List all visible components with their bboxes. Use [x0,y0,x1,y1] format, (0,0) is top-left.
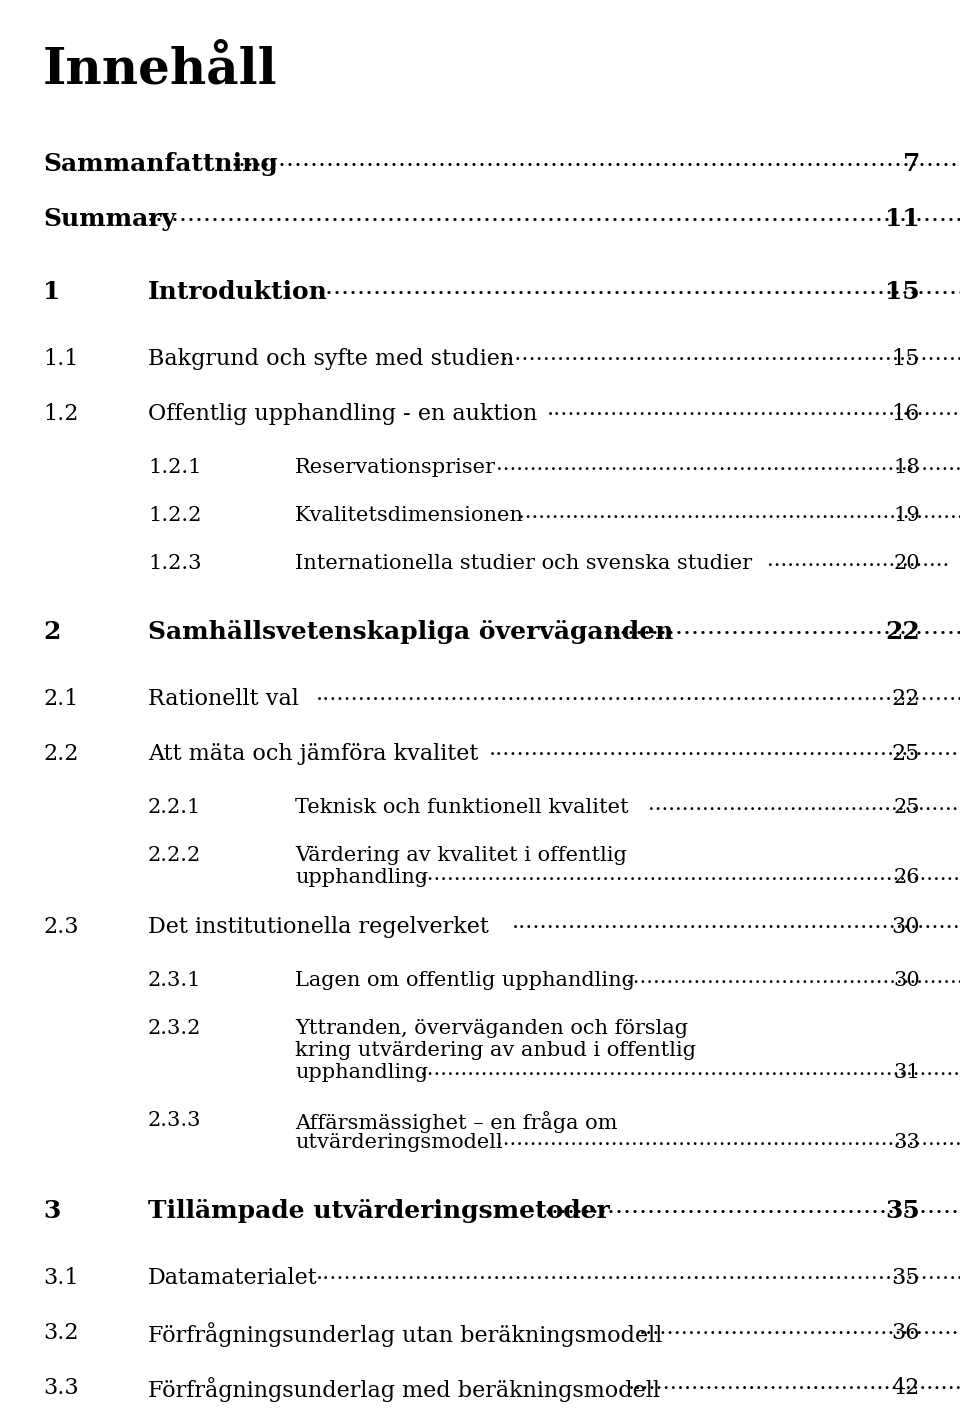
Text: ................................................................................: ........................................… [501,343,960,366]
Text: 7: 7 [902,152,920,176]
Text: Offentlig upphandling - en auktion: Offentlig upphandling - en auktion [148,403,538,425]
Text: ................................................................................: ........................................… [420,865,960,883]
Text: 26: 26 [894,868,920,888]
Text: 1.2: 1.2 [43,403,79,425]
Text: 2.3.1: 2.3.1 [148,971,202,990]
Text: 16: 16 [892,403,920,425]
Text: Värdering av kvalitet i offentlig: Värdering av kvalitet i offentlig [295,847,627,865]
Text: 1.2.3: 1.2.3 [148,554,202,573]
Text: Förfrågningsunderlag utan beräkningsmodell: Förfrågningsunderlag utan beräkningsmode… [148,1322,662,1347]
Text: 35: 35 [892,1268,920,1289]
Text: 33: 33 [893,1133,920,1151]
Text: 25: 25 [894,798,920,817]
Text: upphandling: upphandling [295,868,428,888]
Text: 1: 1 [43,279,60,303]
Text: 3.2: 3.2 [43,1322,79,1344]
Text: .....................................................: ........................................… [648,794,960,814]
Text: Innehåll: Innehåll [43,45,277,94]
Text: .........................................................: ........................................… [628,1373,960,1394]
Text: 22: 22 [892,688,920,710]
Text: 2.3.3: 2.3.3 [148,1110,202,1130]
Text: 2.1: 2.1 [43,688,79,710]
Text: .......................................................: ........................................… [639,1317,960,1340]
Text: Att mäta och jämföra kvalitet: Att mäta och jämföra kvalitet [148,743,478,764]
Text: ................................................................................: ........................................… [489,739,960,760]
Text: ................................................................................: ........................................… [496,455,960,474]
Text: Samhällsvetenskapliga överväganden: Samhällsvetenskapliga överväganden [148,620,673,644]
Text: Internationella studier och svenska studier: Internationella studier och svenska stud… [295,554,752,573]
Text: 30: 30 [893,971,920,990]
Text: Introduktion: Introduktion [148,279,328,303]
Text: Lagen om offentlig upphandling: Lagen om offentlig upphandling [295,971,635,990]
Text: Datamaterialet: Datamaterialet [148,1268,318,1289]
Text: 25: 25 [892,743,920,764]
Text: ...........................................................................: ........................................… [544,1195,960,1218]
Text: 2.2.1: 2.2.1 [148,798,202,817]
Text: 20: 20 [894,554,920,573]
Text: 3.3: 3.3 [43,1377,79,1400]
Text: Det institutionella regelverket: Det institutionella regelverket [148,916,489,937]
Text: 2.2.2: 2.2.2 [148,847,202,865]
Text: ................................................................................: ........................................… [517,503,960,522]
Text: ................................................................................: ........................................… [420,1059,960,1079]
Text: 2.3: 2.3 [43,916,79,937]
Text: ...........................................................................: ........................................… [547,398,960,421]
Text: ...........................: ........................... [767,550,949,570]
Text: utvärderingsmodell: utvärderingsmodell [295,1133,503,1151]
Text: Tillämpade utvärderingsmetoder: Tillämpade utvärderingsmetoder [148,1200,610,1222]
Text: Reservationspriser: Reservationspriser [295,458,496,476]
Text: 3: 3 [43,1200,60,1222]
Text: 18: 18 [894,458,920,476]
Text: ................................................................................: ........................................… [316,683,960,706]
Text: 11: 11 [885,207,920,231]
Text: Förfrågningsunderlag med beräkningsmodell: Förfrågningsunderlag med beräkningsmodel… [148,1377,660,1402]
Text: Yttranden, överväganden och förslag: Yttranden, överväganden och förslag [295,1020,688,1038]
Text: ................................................................................: ........................................… [140,203,960,225]
Text: 35: 35 [885,1200,920,1222]
Text: ................................................................................: ........................................… [231,147,960,172]
Text: 36: 36 [892,1322,920,1344]
Text: 19: 19 [893,506,920,525]
Text: 15: 15 [892,347,920,370]
Text: ..........................................................: ........................................… [626,967,960,987]
Text: kring utvärdering av anbud i offentlig: kring utvärdering av anbud i offentlig [295,1041,696,1061]
Text: 2.2: 2.2 [43,743,79,764]
Text: 22: 22 [885,620,920,644]
Text: upphandling: upphandling [295,1064,428,1082]
Text: 15: 15 [885,279,920,303]
Text: Affärsmässighet – en fråga om: Affärsmässighet – en fråga om [295,1110,617,1133]
Text: 30: 30 [892,916,920,937]
Text: 31: 31 [893,1064,920,1082]
Text: Rationellt val: Rationellt val [148,688,299,710]
Text: 3.1: 3.1 [43,1268,79,1289]
Text: 42: 42 [892,1377,920,1400]
Text: ................................................................................: ........................................… [316,1262,960,1285]
Text: Kvalitetsdimensionen: Kvalitetsdimensionen [295,506,524,525]
Text: 1.2.2: 1.2.2 [148,506,202,525]
Text: ................................................................................: ........................................… [513,912,960,933]
Text: 1.2.1: 1.2.1 [148,458,202,476]
Text: 2: 2 [43,620,60,644]
Text: ................................................................: ........................................… [596,615,960,640]
Text: ................................................................................: ........................................… [310,277,960,299]
Text: Bakgrund och syfte med studien: Bakgrund och syfte med studien [148,347,515,370]
Text: 1.1: 1.1 [43,347,79,370]
Text: 2.3.2: 2.3.2 [148,1020,202,1038]
Text: Sammanfattning: Sammanfattning [43,152,277,176]
Text: Summary: Summary [43,207,176,231]
Text: ................................................................................: ........................................… [496,1130,960,1149]
Text: Teknisk och funktionell kvalitet: Teknisk och funktionell kvalitet [295,798,629,817]
